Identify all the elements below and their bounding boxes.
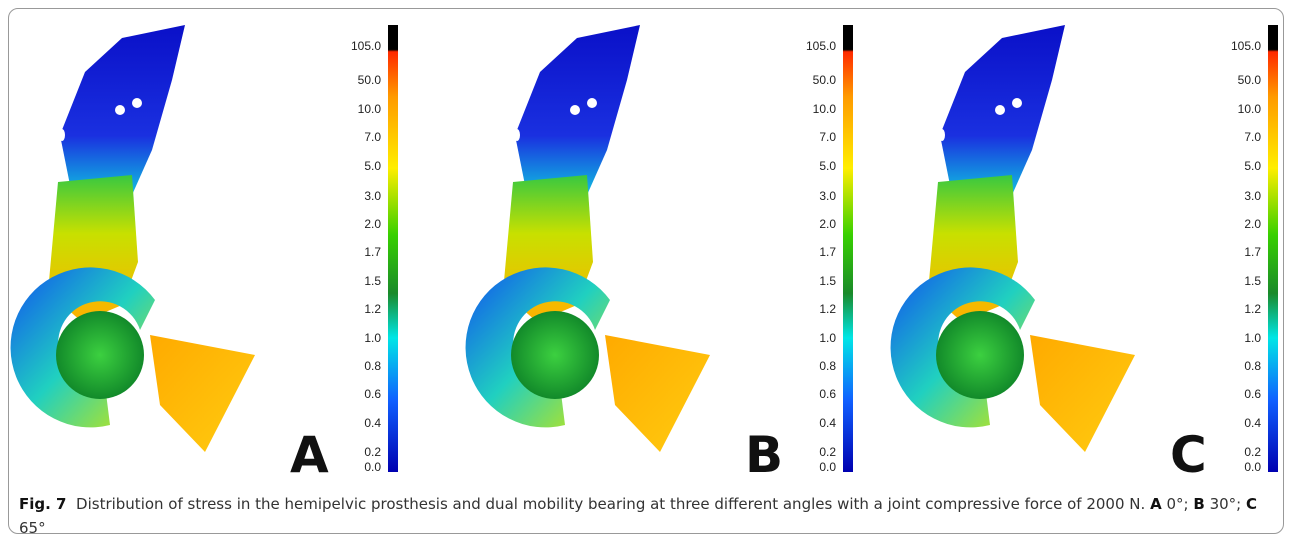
implant-stress-map xyxy=(465,25,710,452)
colorbar xyxy=(388,25,398,472)
colorbar-label: 2.0 xyxy=(364,217,381,231)
implant-stress-map xyxy=(10,25,256,452)
caption: Fig. 7 Distribution of stress in the hem… xyxy=(19,492,1269,540)
colorbar-label: 5.0 xyxy=(364,159,381,173)
colorbar-label: 0.8 xyxy=(364,359,381,373)
colorbar-label: 0.6 xyxy=(819,387,836,401)
colorbar-label: 0.4 xyxy=(1244,416,1261,430)
caption-letter: B xyxy=(1193,495,1205,513)
colorbar-label: 1.7 xyxy=(364,245,381,259)
caption-label: Fig. 7 xyxy=(19,495,67,513)
colorbar-label: 5.0 xyxy=(819,159,836,173)
panel-letter: B xyxy=(745,426,783,484)
caption-part: 30°; xyxy=(1209,495,1242,513)
colorbar-label: 0.8 xyxy=(819,359,836,373)
colorbar-label: 10.0 xyxy=(1238,102,1262,116)
panel: 105.0 50.0 10.0 7.0 5.0 3.0 2.0 1.7 1.5 1.2 1.0 0.8… xyxy=(890,25,1278,484)
colorbar-label: 7.0 xyxy=(1244,130,1261,144)
colorbar-label: 3.0 xyxy=(1244,189,1261,203)
panel: 105.0 50.0 10.0 7.0 5.0 3.0 2.0 1.7 1.5 1.2 1.0 0.8… xyxy=(465,25,853,484)
colorbar-label: 2.0 xyxy=(819,217,836,231)
colorbar-label: 7.0 xyxy=(819,130,836,144)
colorbar-label: 50.0 xyxy=(1238,73,1262,87)
implant-stress-map xyxy=(890,25,1135,452)
colorbar-label: 3.0 xyxy=(819,189,836,203)
colorbar-label: 50.0 xyxy=(813,73,837,87)
caption-text: Distribution of stress in the hemipelvic… xyxy=(76,495,1146,513)
colorbar-label: 1.2 xyxy=(819,302,836,316)
colorbar-label: 1.7 xyxy=(1244,245,1261,259)
caption-part: 65° xyxy=(19,519,46,537)
panel: 105.0 50.0 10.0 7.0 5.0 3.0 2.0 1.7 1.5 1.2 1.0 0.8… xyxy=(10,25,398,484)
colorbar xyxy=(1268,25,1278,472)
colorbar-label: 105.0 xyxy=(351,39,381,53)
colorbar-label: 1.0 xyxy=(819,331,836,345)
colorbar-label: 0.0 xyxy=(364,460,381,474)
colorbar-label: 1.5 xyxy=(819,274,836,288)
colorbar-label: 3.0 xyxy=(364,189,381,203)
colorbar-label: 10.0 xyxy=(358,102,382,116)
caption-letter: C xyxy=(1245,495,1257,513)
colorbar-label: 0.0 xyxy=(1244,460,1261,474)
colorbar-label: 0.0 xyxy=(819,460,836,474)
caption-letter: A xyxy=(1150,495,1162,513)
colorbar-label: 0.4 xyxy=(819,416,836,430)
colorbar-label: 0.2 xyxy=(1244,445,1261,459)
colorbar-label: 0.2 xyxy=(364,445,381,459)
panel-letter: C xyxy=(1170,426,1207,484)
colorbar-label: 1.2 xyxy=(364,302,381,316)
colorbar-label: 1.0 xyxy=(364,331,381,345)
panel-letter: A xyxy=(290,426,329,484)
colorbar-label: 1.0 xyxy=(1244,331,1261,345)
colorbar-label: 105.0 xyxy=(1231,39,1261,53)
colorbar-label: 0.2 xyxy=(819,445,836,459)
colorbar-label: 50.0 xyxy=(358,73,382,87)
colorbar-label: 1.7 xyxy=(819,245,836,259)
colorbar-label: 0.6 xyxy=(364,387,381,401)
colorbar-label: 1.2 xyxy=(1244,302,1261,316)
caption-part: 0°; xyxy=(1166,495,1189,513)
colorbar-label: 0.8 xyxy=(1244,359,1261,373)
figure-frame xyxy=(8,8,1284,534)
colorbar-label: 7.0 xyxy=(364,130,381,144)
colorbar-label: 105.0 xyxy=(806,39,836,53)
colorbar-label: 0.6 xyxy=(1244,387,1261,401)
colorbar-label: 1.5 xyxy=(1244,274,1261,288)
figure: 105.0 50.0 10.0 7.0 5.0 3.0 2.0 1.7 1.5 1.2 1.0 0.8… xyxy=(10,25,1278,484)
colorbar-label: 2.0 xyxy=(1244,217,1261,231)
colorbar-label: 5.0 xyxy=(1244,159,1261,173)
colorbar-label: 1.5 xyxy=(364,274,381,288)
colorbar xyxy=(843,25,853,472)
colorbar-label: 0.4 xyxy=(364,416,381,430)
colorbar-label: 10.0 xyxy=(813,102,837,116)
